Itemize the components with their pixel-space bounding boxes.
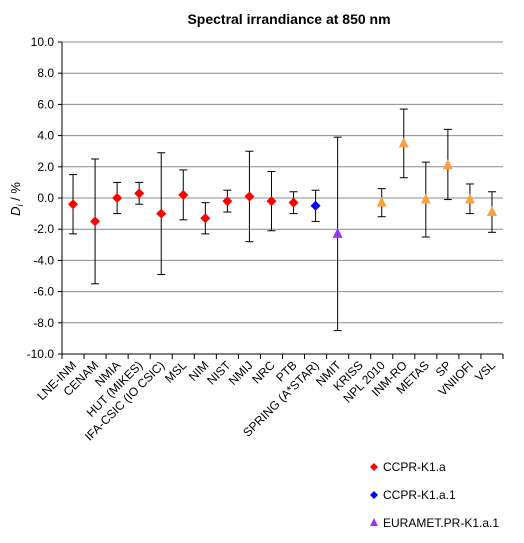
triangle-marker	[420, 193, 431, 204]
axes	[58, 41, 504, 359]
y-tick-label: -4.0	[33, 253, 54, 267]
diamond-marker	[370, 463, 378, 471]
diamond-marker	[266, 196, 277, 207]
x-category-label: MSL	[162, 358, 190, 386]
triangle-marker	[464, 193, 475, 204]
y-tick-labels: -10.0 -8.0 -6.0 -4.0 -2.0 0.0 2.0 4.0 6.0 8.0 10.0	[27, 35, 55, 361]
diamond-marker	[222, 196, 233, 207]
data-marks	[68, 108, 497, 332]
diamond-marker	[134, 188, 145, 199]
triangle-marker	[486, 206, 497, 217]
x-category-label: VSL	[472, 358, 498, 384]
legend-label: CCPR-K1.a.1	[383, 488, 456, 502]
triangle-marker	[442, 159, 453, 170]
y-tick-label: 6.0	[37, 97, 54, 111]
diamond-marker	[244, 191, 255, 202]
y-tick-label: 4.0	[37, 129, 54, 143]
diamond-marker	[90, 216, 101, 227]
y-axis-label-unit: / %	[8, 182, 23, 205]
diamond-marker	[200, 213, 211, 224]
y-tick-label: -6.0	[33, 285, 54, 299]
y-tick-label: 2.0	[37, 160, 54, 174]
legend-label: EURAMET.PR-K1.a.1	[383, 516, 499, 530]
diamond-marker	[156, 208, 167, 219]
x-category-label: NMIJ	[226, 358, 256, 388]
diamond-marker	[288, 197, 299, 208]
legend: CCPR-K1.aCCPR-K1.a.1EURAMET.PR-K1.a.1EUR…	[370, 460, 499, 530]
y-tick-label: 0.0	[37, 191, 54, 205]
y-tick-label: -2.0	[33, 222, 54, 236]
y-axis-label: Di / %	[8, 182, 25, 216]
diamond-marker	[112, 193, 123, 203]
gridlines	[62, 41, 503, 355]
triangle-marker	[376, 196, 387, 207]
triangle-marker	[332, 227, 343, 238]
chart-title: Spectral irrandiance at 850 nm	[187, 11, 390, 27]
diamond-marker	[68, 199, 79, 210]
y-tick-label: 10.0	[31, 35, 55, 49]
y-axis-label-symbol: D	[8, 207, 23, 216]
diamond-marker	[178, 189, 189, 200]
diamond-marker	[370, 491, 378, 499]
y-tick-label: -10.0	[27, 347, 55, 361]
diamond-marker	[310, 200, 321, 211]
triangle-marker	[398, 137, 409, 148]
y-axis-label-subscript: i	[15, 204, 25, 207]
y-tick-label: 8.0	[37, 66, 54, 80]
x-category-label: NRC	[249, 358, 278, 387]
legend-label: CCPR-K1.a	[383, 460, 446, 474]
y-tick-label: -8.0	[33, 316, 54, 330]
triangle-marker	[370, 518, 378, 526]
